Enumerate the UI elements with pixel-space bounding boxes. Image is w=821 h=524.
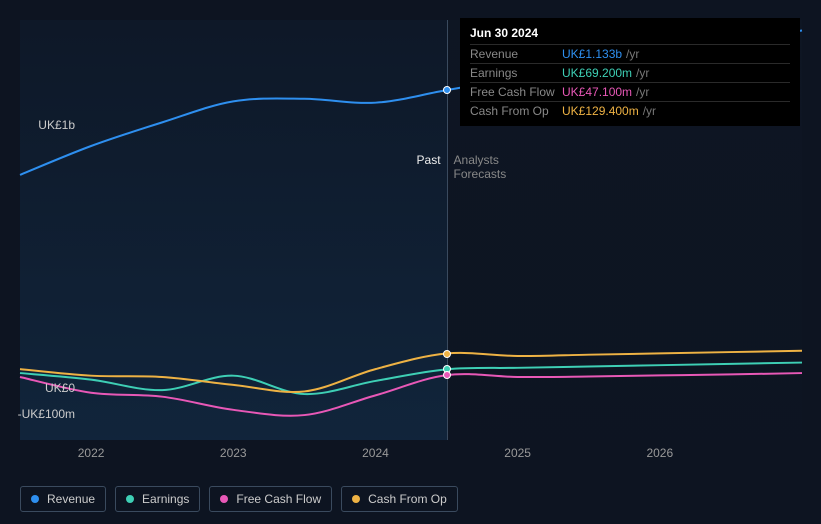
legend-label: Revenue [47,492,95,506]
tooltip-row-unit: /yr [643,104,656,118]
tooltip-row-unit: /yr [626,47,639,61]
y-tick-label: UK£0 [45,381,75,395]
legend: Revenue Earnings Free Cash Flow Cash From O… [20,486,458,512]
legend-swatch-icon [220,495,228,503]
legend-item-fcf[interactable]: Free Cash Flow [209,486,332,512]
y-tick-label: UK£1b [38,118,75,132]
tooltip-row-unit: /yr [636,85,649,99]
x-tick-label: 2024 [362,446,389,460]
financials-chart: Past Analysts Forecasts UK£1bUK£0-UK£100… [0,0,821,524]
tooltip-row-label: Earnings [470,66,562,80]
tooltip: Jun 30 2024 RevenueUK£1.133b/yrEarningsU… [460,18,800,126]
series-line-cfo [20,351,802,392]
legend-swatch-icon [352,495,360,503]
tooltip-row-value: UK£129.400m [562,104,639,118]
tooltip-row-label: Cash From Op [470,104,562,118]
tooltip-date: Jun 30 2024 [470,26,790,44]
x-tick-label: 2026 [646,446,673,460]
legend-label: Cash From Op [368,492,447,506]
legend-label: Earnings [142,492,189,506]
legend-item-revenue[interactable]: Revenue [20,486,106,512]
tooltip-row: EarningsUK£69.200m/yr [470,63,790,82]
tooltip-row-label: Revenue [470,47,562,61]
tooltip-row-unit: /yr [636,66,649,80]
series-line-earnings [20,363,802,395]
x-tick-label: 2025 [504,446,531,460]
marker-cfo [443,350,451,358]
series-line-fcf [20,373,802,416]
tooltip-row-value: UK£47.100m [562,85,632,99]
tooltip-row-value: UK£1.133b [562,47,622,61]
marker-fcf [443,371,451,379]
tooltip-row-value: UK£69.200m [562,66,632,80]
legend-label: Free Cash Flow [236,492,321,506]
tooltip-row-label: Free Cash Flow [470,85,562,99]
legend-item-earnings[interactable]: Earnings [115,486,200,512]
tooltip-row: Cash From OpUK£129.400m/yr [470,101,790,120]
legend-swatch-icon [31,495,39,503]
legend-item-cfo[interactable]: Cash From Op [341,486,458,512]
marker-revenue [443,86,451,94]
y-tick-label: -UK£100m [18,407,75,421]
x-tick-label: 2022 [78,446,105,460]
tooltip-row: Free Cash FlowUK£47.100m/yr [470,82,790,101]
tooltip-row: RevenueUK£1.133b/yr [470,44,790,63]
legend-swatch-icon [126,495,134,503]
x-tick-label: 2023 [220,446,247,460]
